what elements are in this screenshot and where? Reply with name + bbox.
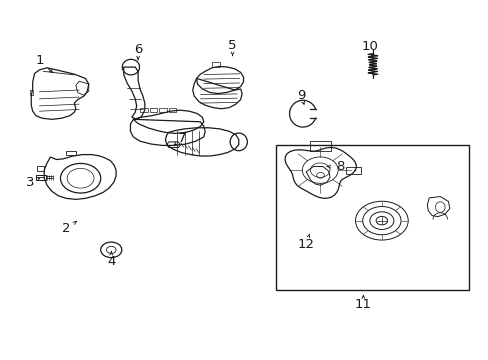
Text: 6: 6 [134,43,142,56]
Text: 12: 12 [297,238,314,251]
Text: 5: 5 [228,39,236,52]
Text: 10: 10 [361,40,378,53]
Text: 7: 7 [178,132,186,145]
Text: 1: 1 [35,54,43,67]
Text: 3: 3 [25,176,34,189]
Text: 2: 2 [62,222,70,235]
Text: 9: 9 [296,89,305,102]
Text: 4: 4 [107,255,115,268]
Text: 11: 11 [354,298,371,311]
Text: 8: 8 [335,160,344,173]
Bar [275,145,468,290]
